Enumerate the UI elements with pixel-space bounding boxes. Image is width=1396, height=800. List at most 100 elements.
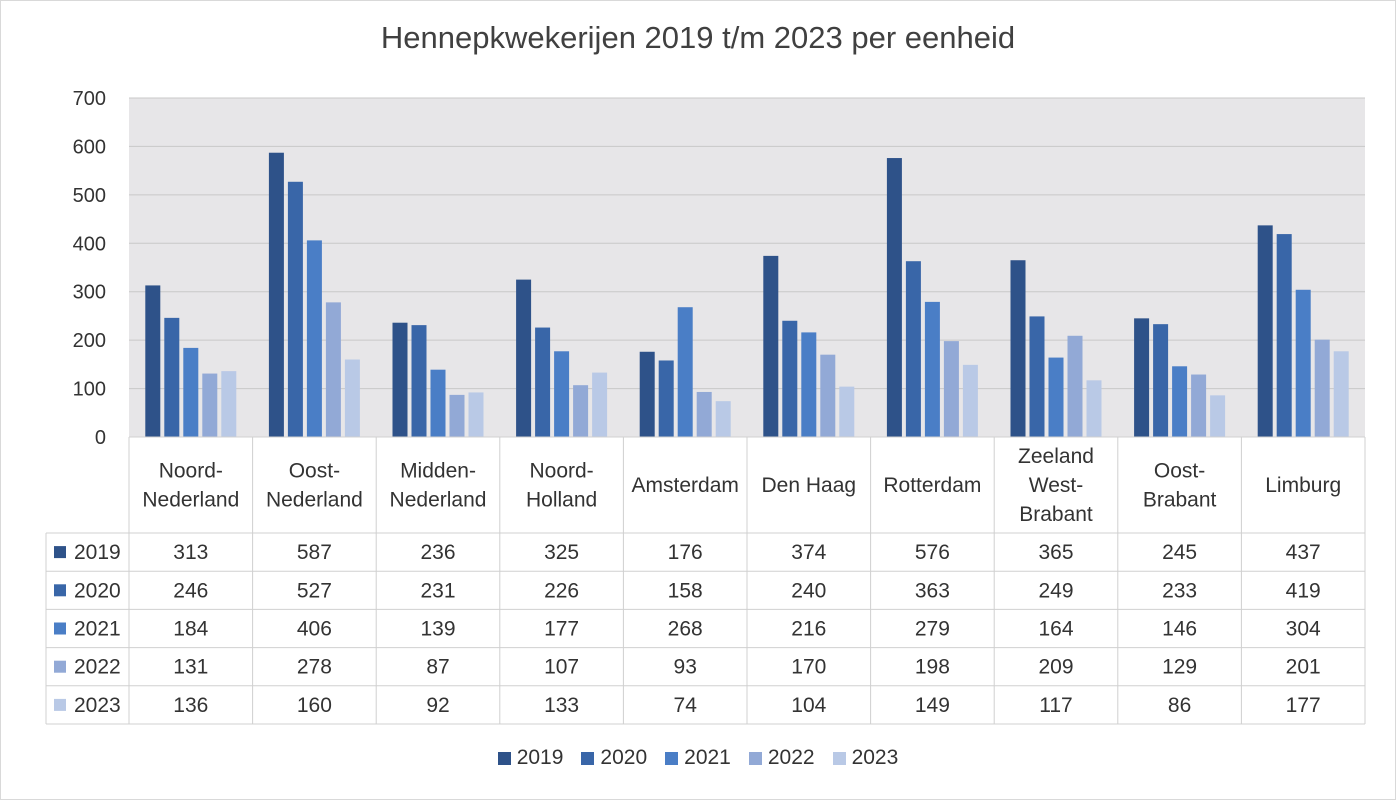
bar bbox=[763, 255, 779, 437]
bar bbox=[449, 394, 465, 437]
bar bbox=[658, 360, 674, 437]
legend-label: 2021 bbox=[684, 746, 731, 769]
bar bbox=[268, 152, 284, 437]
table-cell-value: 231 bbox=[420, 579, 455, 602]
table-cell-value: 107 bbox=[544, 656, 579, 679]
table-cell-value: 246 bbox=[173, 579, 208, 602]
legend-item: 2021 bbox=[665, 746, 731, 770]
category-label: Nederland bbox=[266, 489, 363, 512]
table-cell-value: 129 bbox=[1162, 656, 1197, 679]
bar bbox=[1153, 324, 1169, 437]
bar bbox=[1067, 335, 1083, 437]
table-cell-value: 176 bbox=[668, 541, 703, 564]
legend: 2019 2020 2021 2022 2023 bbox=[0, 746, 1396, 770]
category-label: Noord- bbox=[159, 460, 223, 483]
table-cell-value: 406 bbox=[297, 618, 332, 641]
category-label: Holland bbox=[526, 489, 597, 512]
table-cell-value: 216 bbox=[791, 618, 826, 641]
legend-label: 2023 bbox=[851, 746, 899, 769]
legend-label: 2019 bbox=[516, 746, 564, 769]
table-cell-value: 177 bbox=[1286, 694, 1321, 717]
table-series-swatch bbox=[54, 622, 66, 635]
table-cell-value: 92 bbox=[426, 694, 449, 717]
legend-item: 2020 bbox=[581, 746, 647, 770]
category-label: Brabant bbox=[1019, 503, 1093, 526]
legend-item: 2019 bbox=[497, 746, 564, 770]
y-tick-label: 300 bbox=[73, 282, 106, 304]
bar bbox=[715, 401, 731, 437]
bar bbox=[554, 351, 570, 437]
bar bbox=[221, 371, 237, 437]
legend-item: 2023 bbox=[832, 746, 899, 770]
table-series-name: 2023 bbox=[74, 694, 121, 717]
legend-item: 2022 bbox=[748, 746, 815, 770]
bar bbox=[886, 158, 902, 437]
table-cell-value: 527 bbox=[297, 579, 332, 602]
category-label: Oost- bbox=[1154, 460, 1205, 483]
bar bbox=[344, 359, 360, 437]
bar bbox=[1333, 351, 1349, 437]
category-label: Den Haag bbox=[762, 474, 857, 497]
table-cell-value: 279 bbox=[915, 618, 950, 641]
bar bbox=[1010, 260, 1026, 437]
table-cell-value: 139 bbox=[420, 618, 455, 641]
bar bbox=[573, 385, 589, 437]
table-cell-value: 419 bbox=[1286, 579, 1321, 602]
y-tick-label: 100 bbox=[73, 379, 106, 401]
table-cell-value: 87 bbox=[426, 656, 449, 679]
bar bbox=[696, 391, 712, 437]
bar bbox=[1210, 395, 1226, 437]
bar bbox=[306, 240, 322, 437]
table-series-swatch bbox=[54, 546, 66, 559]
table-cell-value: 170 bbox=[791, 656, 826, 679]
legend-swatch bbox=[665, 751, 679, 765]
y-tick-label: 700 bbox=[73, 88, 106, 110]
category-label: Limburg bbox=[1265, 474, 1341, 497]
table-cell-value: 74 bbox=[674, 694, 698, 717]
category-label: Nederland bbox=[390, 489, 487, 512]
table-cell-value: 160 bbox=[297, 694, 332, 717]
chart-title: Hennepkwekerijen 2019 t/m 2023 per eenhe… bbox=[380, 20, 1016, 55]
bar bbox=[677, 307, 693, 437]
bar bbox=[639, 351, 655, 437]
table-series-name: 2021 bbox=[74, 618, 121, 641]
legend-swatch bbox=[581, 751, 595, 765]
category-label: Noord- bbox=[529, 460, 593, 483]
legend-label: 2020 bbox=[600, 746, 648, 769]
table-series-swatch bbox=[54, 698, 66, 711]
table-cell-value: 131 bbox=[173, 656, 208, 679]
bar bbox=[145, 285, 161, 437]
bar bbox=[1172, 366, 1188, 437]
bar bbox=[468, 392, 484, 437]
bar bbox=[1029, 316, 1045, 437]
table-cell-value: 236 bbox=[420, 541, 455, 564]
category-label: Zeeland bbox=[1018, 445, 1094, 468]
bar bbox=[962, 364, 978, 437]
bar bbox=[820, 354, 836, 437]
bar bbox=[287, 181, 303, 437]
category-label: Brabant bbox=[1143, 489, 1217, 512]
table-cell-value: 177 bbox=[544, 618, 579, 641]
y-tick-label: 0 bbox=[95, 427, 106, 449]
table-cell-value: 164 bbox=[1038, 618, 1073, 641]
table-cell-value: 374 bbox=[791, 541, 826, 564]
bar bbox=[1257, 225, 1273, 437]
legend-swatch bbox=[832, 751, 846, 765]
table-cell-value: 226 bbox=[544, 579, 579, 602]
table-cell-value: 587 bbox=[297, 541, 332, 564]
bar bbox=[839, 386, 855, 437]
table-cell-value: 133 bbox=[544, 694, 579, 717]
bar bbox=[392, 322, 408, 437]
bar bbox=[924, 301, 940, 437]
category-label: West- bbox=[1029, 474, 1083, 497]
y-tick-label: 600 bbox=[73, 136, 106, 158]
bar bbox=[1314, 339, 1330, 437]
bar bbox=[905, 261, 921, 437]
table-series-name: 2020 bbox=[74, 579, 121, 602]
table-cell-value: 249 bbox=[1038, 579, 1073, 602]
table-cell-value: 363 bbox=[915, 579, 950, 602]
bar bbox=[801, 332, 817, 437]
bar bbox=[1086, 380, 1102, 437]
bar bbox=[164, 317, 180, 437]
